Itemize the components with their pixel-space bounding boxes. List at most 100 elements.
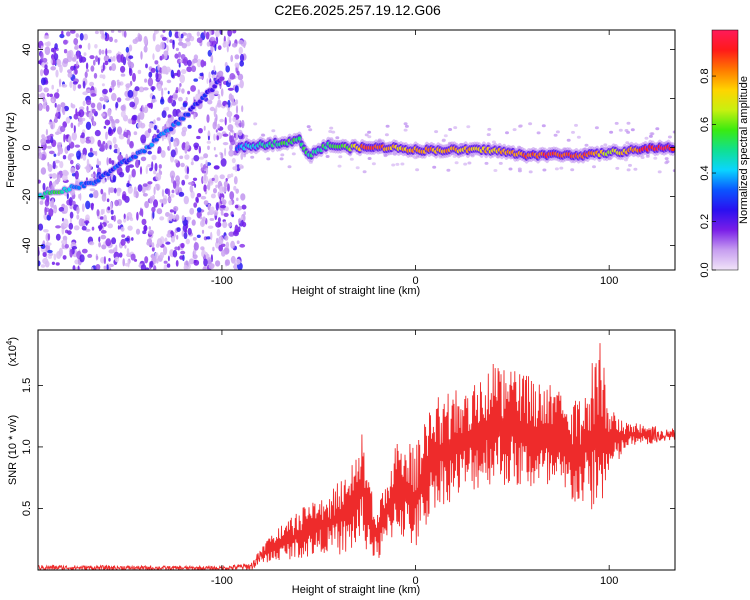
- noise-speckle: [43, 68, 49, 76]
- noise-speckle: [222, 41, 229, 48]
- noise-speckle: [211, 69, 217, 76]
- noise-speckle: [214, 90, 219, 95]
- noise-speckle: [62, 255, 67, 260]
- noise-speckle: [38, 260, 41, 267]
- noise-speckle: [213, 174, 219, 183]
- noise-speckle: [67, 154, 72, 161]
- noise-speckle: [125, 97, 131, 101]
- noise-speckle: [103, 95, 109, 102]
- noise-speckle: [167, 90, 170, 95]
- noise-speckle: [189, 185, 194, 193]
- noise-speckle: [66, 145, 71, 151]
- noise-speckle: [66, 192, 69, 200]
- noise-speckle: [395, 162, 400, 166]
- noise-speckle: [44, 206, 47, 216]
- noise-speckle: [174, 159, 179, 164]
- noise-speckle: [211, 74, 216, 79]
- noise-speckle: [163, 260, 168, 264]
- snr-xlabel: Height of straight line (km): [292, 584, 420, 596]
- noise-speckle: [566, 138, 571, 142]
- noise-speckle: [146, 240, 153, 246]
- noise-speckle: [153, 265, 157, 270]
- noise-speckle: [195, 196, 199, 203]
- noise-speckle: [553, 133, 558, 137]
- noise-speckle: [110, 66, 112, 71]
- noise-speckle: [161, 189, 165, 197]
- noise-speckle: [161, 198, 168, 205]
- noise-speckle: [153, 199, 158, 208]
- noise-speckle: [385, 124, 390, 128]
- noise-speckle: [141, 218, 147, 226]
- noise-speckle: [279, 157, 284, 161]
- noise-speckle: [206, 41, 211, 47]
- noise-speckle: [109, 144, 112, 150]
- noise-speckle: [328, 130, 333, 133]
- noise-speckle: [228, 93, 233, 101]
- noise-speckle: [111, 160, 115, 165]
- noise-speckle: [134, 86, 140, 92]
- noise-speckle: [235, 188, 239, 194]
- noise-speckle: [155, 183, 159, 188]
- noise-speckle: [54, 43, 58, 50]
- noise-speckle: [99, 222, 103, 231]
- noise-speckle: [108, 257, 111, 262]
- noise-speckle: [207, 225, 214, 229]
- noise-speckle: [236, 240, 240, 244]
- noise-speckle: [114, 39, 118, 43]
- noise-speckle: [173, 214, 176, 221]
- snr-scale-label: (x104): [5, 337, 19, 367]
- noise-speckle: [42, 182, 46, 191]
- trace-core: [169, 127, 174, 132]
- noise-speckle: [486, 133, 491, 137]
- noise-speckle: [448, 128, 453, 131]
- noise-speckle: [93, 59, 96, 66]
- noise-speckle: [179, 255, 184, 260]
- noise-speckle: [127, 60, 132, 66]
- noise-speckle: [224, 235, 229, 241]
- colorbar-axis: 0.0 0.2 0.4 0.6 0.8: [699, 68, 716, 278]
- noise-speckle: [72, 83, 77, 92]
- noise-speckle: [250, 155, 255, 159]
- spectrogram-xtick-label: 100: [600, 275, 618, 287]
- noise-speckle: [50, 66, 56, 71]
- noise-speckle: [117, 225, 120, 230]
- noise-speckle: [167, 133, 171, 141]
- noise-speckle: [100, 208, 104, 216]
- noise-speckle: [44, 198, 50, 207]
- noise-speckle: [120, 110, 126, 118]
- noise-speckle: [239, 243, 246, 248]
- noise-speckle: [167, 197, 172, 202]
- noise-speckle: [232, 116, 237, 122]
- noise-speckle: [209, 36, 216, 42]
- noise-speckle: [174, 53, 179, 59]
- noise-speckle: [76, 206, 80, 215]
- noise-speckle: [174, 186, 179, 193]
- noise-speckle: [129, 101, 136, 108]
- noise-speckle: [207, 99, 213, 105]
- colorbar-tick-label: 0.6: [699, 117, 711, 132]
- noise-speckle: [144, 256, 149, 264]
- noise-speckle: [68, 222, 74, 230]
- noise-speckle: [170, 194, 175, 198]
- noise-speckle: [157, 146, 162, 154]
- noise-speckle: [193, 242, 199, 251]
- noise-speckle: [72, 265, 76, 270]
- noise-speckle: [138, 86, 145, 93]
- noise-speckle: [133, 96, 139, 106]
- noise-speckle: [230, 240, 236, 249]
- noise-speckle: [335, 136, 340, 140]
- noise-speckle: [113, 187, 117, 194]
- noise-speckle: [161, 54, 165, 60]
- noise-speckle: [80, 56, 87, 63]
- noise-speckle: [69, 248, 73, 258]
- noise-speckle: [170, 149, 176, 158]
- noise-speckle: [73, 38, 79, 45]
- noise-speckle: [63, 218, 69, 228]
- noise-speckle: [58, 174, 61, 183]
- noise-speckle: [85, 99, 92, 106]
- noise-speckle: [78, 218, 84, 227]
- noise-speckle: [71, 132, 78, 141]
- noise-speckle: [68, 197, 73, 206]
- noise-speckle: [147, 181, 153, 185]
- noise-speckle: [235, 105, 239, 114]
